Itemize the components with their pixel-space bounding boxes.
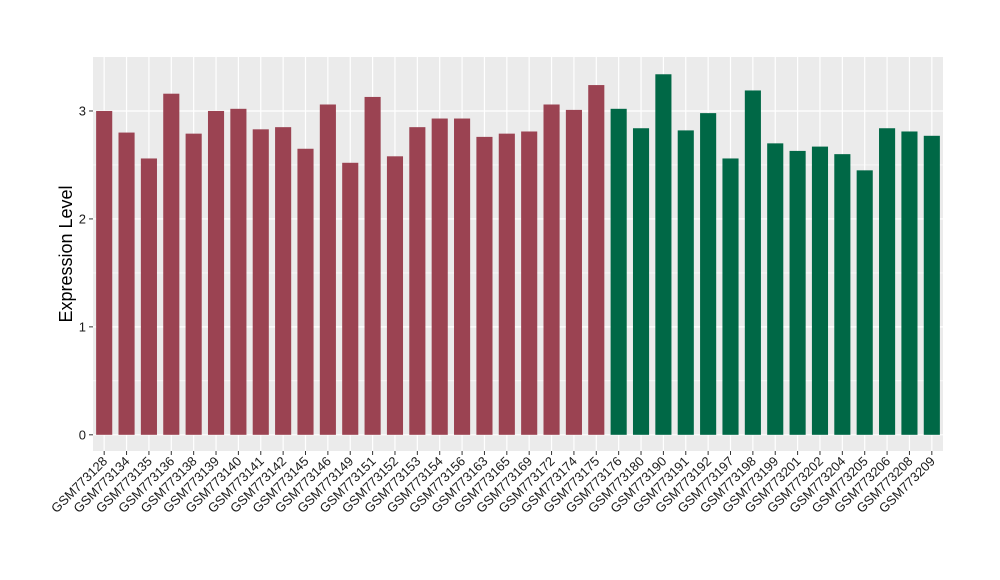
bar-GSM773136 (163, 93, 180, 435)
bar-GSM773156 (454, 118, 471, 435)
bar-GSM773169 (521, 131, 538, 435)
y-tick-label: 2 (79, 211, 86, 226)
bar-GSM773190 (655, 74, 672, 435)
bar-GSM773138 (185, 133, 202, 435)
bar-GSM773208 (901, 131, 918, 435)
bar-GSM773205 (856, 170, 873, 435)
bar-GSM773172 (543, 104, 560, 435)
bar-GSM773191 (677, 130, 694, 435)
y-axis: 0 1 2 3 (79, 103, 93, 442)
bar-GSM773192 (700, 113, 717, 435)
bar-GSM773139 (207, 110, 225, 435)
bar-GSM773209 (923, 135, 940, 435)
bar-GSM773201 (789, 150, 806, 435)
bars (96, 74, 940, 435)
y-tick-label: 0 (79, 427, 86, 442)
bar-GSM773154 (431, 118, 448, 435)
bar-GSM773134 (118, 132, 135, 435)
bar-GSM773142 (275, 127, 292, 435)
y-axis-title: Expression Level (56, 185, 76, 322)
bar-GSM773153 (409, 127, 426, 435)
bar-GSM773204 (834, 154, 851, 435)
bar-GSM773151 (364, 96, 381, 435)
bar-GSM773135 (140, 158, 157, 435)
bar-GSM773165 (498, 133, 515, 435)
bar-GSM773175 (588, 85, 605, 435)
y-tick-label: 3 (79, 103, 86, 118)
bar-GSM773197 (722, 158, 739, 435)
bar-GSM773146 (319, 104, 336, 435)
bar-GSM773202 (811, 146, 829, 435)
bar-GSM773176 (610, 108, 627, 435)
bar-GSM773206 (879, 128, 896, 435)
bar-GSM773128 (96, 110, 113, 435)
x-axis: GSM773128GSM773134GSM773135GSM773136GSM7… (48, 451, 938, 516)
bar-GSM773174 (565, 109, 582, 435)
bar-GSM773198 (744, 90, 761, 435)
bar-GSM773149 (342, 162, 359, 435)
bar-GSM773180 (632, 128, 650, 435)
bar-GSM773141 (252, 129, 269, 435)
bar-GSM773140 (230, 108, 247, 435)
bar-GSM773199 (767, 143, 784, 435)
bar-GSM773163 (476, 136, 493, 435)
bar-GSM773152 (386, 156, 404, 435)
bar-GSM773145 (297, 148, 314, 435)
y-tick-label: 1 (79, 319, 86, 334)
